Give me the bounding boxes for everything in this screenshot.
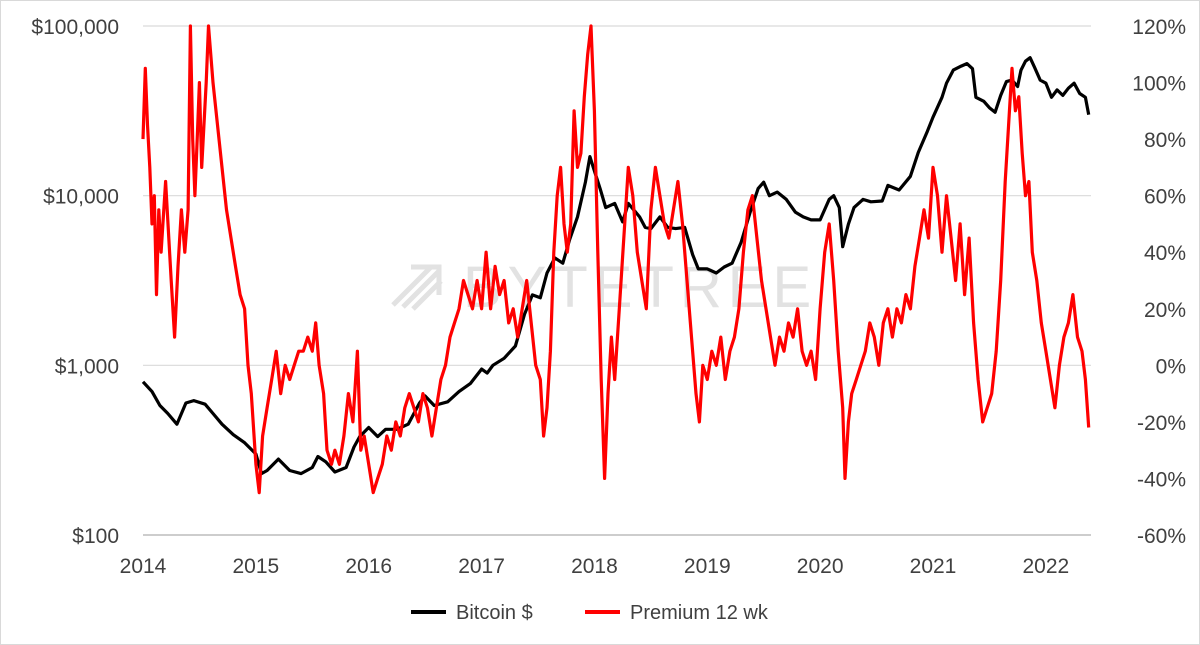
y-right-tick-label: 80% — [1144, 129, 1186, 152]
y-right-tick-label: -40% — [1137, 468, 1186, 491]
x-tick-label: 2016 — [345, 555, 392, 578]
axes: $100 $1,000 $10,000 $100,000 -60% -40% -20% 0% 2… — [31, 16, 1186, 578]
legend-label-premium: Premium 12 wk — [630, 602, 769, 624]
x-tick-label: 2019 — [684, 555, 731, 578]
legend: Bitcoin $ Premium 12 wk — [411, 602, 769, 624]
x-tick-label: 2017 — [458, 555, 505, 578]
watermark-logo-icon — [391, 264, 443, 311]
legend-label-bitcoin: Bitcoin $ — [456, 602, 533, 624]
y-right-tick-label: -20% — [1137, 412, 1186, 435]
y-left-tick-label: $1,000 — [55, 355, 119, 378]
y-right-tick-label: 20% — [1144, 299, 1186, 322]
series — [141, 24, 1091, 495]
x-tick-label: 2020 — [797, 555, 844, 578]
x-tick-label: 2014 — [120, 555, 167, 578]
y-right-tick-label: 100% — [1132, 73, 1186, 96]
x-tick-label: 2022 — [1022, 555, 1069, 578]
y-right-tick-label: -60% — [1137, 525, 1186, 548]
y-left-tick-label: $100,000 — [31, 16, 119, 39]
x-tick-label: 2018 — [571, 555, 618, 578]
y-right-tick-label: 0% — [1156, 355, 1186, 378]
series-line-premium — [141, 24, 1091, 495]
x-tick-label: 2021 — [910, 555, 957, 578]
y-right-tick-label: 120% — [1132, 16, 1186, 39]
y-left-tick-label: $10,000 — [43, 186, 119, 209]
x-tick-label: 2015 — [232, 555, 279, 578]
y-right-tick-label: 40% — [1144, 242, 1186, 265]
y-left-tick-label: $100 — [72, 525, 119, 548]
watermark: BYTETREE — [391, 255, 811, 320]
y-right-tick-label: 60% — [1144, 186, 1186, 209]
